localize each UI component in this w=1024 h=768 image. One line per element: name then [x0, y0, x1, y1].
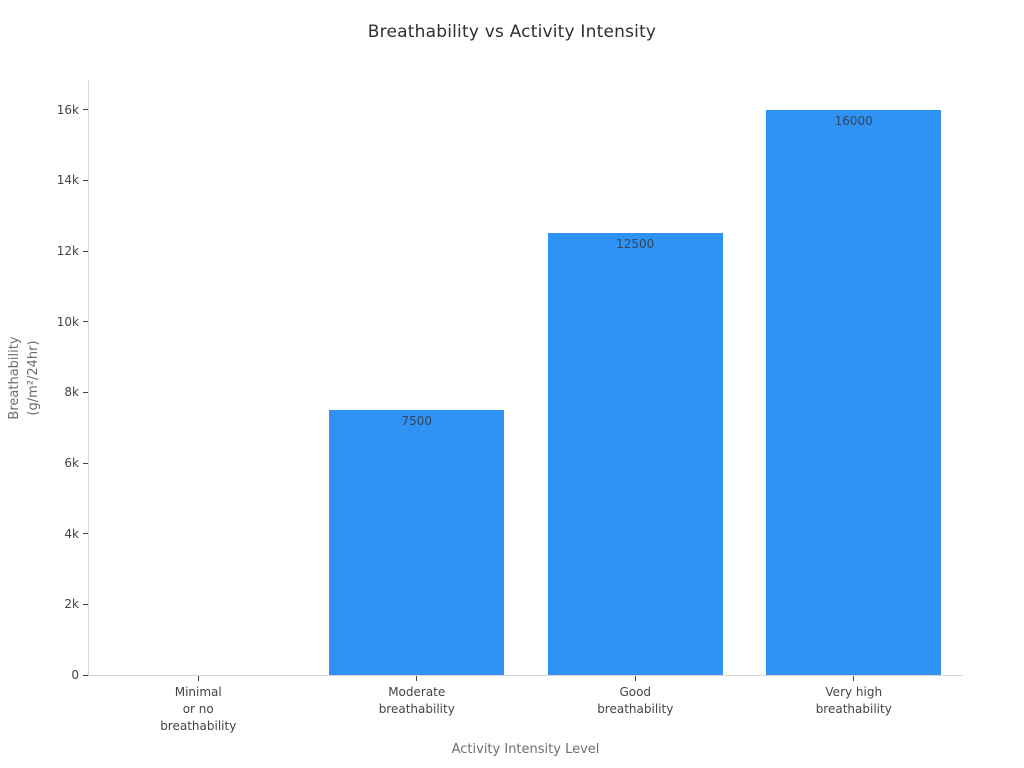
x-tick-label: Minimal or no breathability: [160, 685, 237, 733]
y-tick-mark: [83, 603, 88, 605]
x-tick-label: Good breathability: [597, 685, 674, 716]
x-tick-mark: [416, 676, 418, 681]
x-axis-title: Activity Intensity Level: [451, 742, 600, 757]
y-tick-label: 12k: [56, 244, 79, 259]
bar-value-label: 7500: [401, 414, 433, 429]
x-tick-mark: [197, 676, 199, 681]
bar-value-label: 16000: [834, 113, 873, 128]
y-tick-mark: [83, 462, 88, 464]
y-tick-mark: [83, 533, 88, 535]
y-tick-mark: [83, 321, 88, 323]
bar-2[interactable]: 12500: [547, 233, 723, 675]
chart-title: Breathability vs Activity Intensity: [367, 22, 657, 42]
bar-3[interactable]: 16000: [766, 109, 942, 675]
y-tick-label: 10k: [56, 314, 79, 329]
y-tick-mark: [83, 109, 88, 111]
y-tick-mark: [83, 674, 88, 676]
y-tick-label: 2k: [64, 597, 79, 612]
y-tick-label: 6k: [64, 456, 79, 471]
y-tick-label: 8k: [64, 385, 79, 400]
x-tick-label: Very high breathability: [815, 685, 892, 716]
x-tick-mark: [634, 676, 636, 681]
y-tick-label: 14k: [56, 173, 79, 188]
y-tick-mark: [83, 391, 88, 393]
y-tick-mark: [83, 250, 88, 252]
bar-value-label: 12500: [616, 237, 655, 252]
y-axis-title-line2: (g/m²/24hr): [26, 340, 41, 416]
y-tick-mark: [83, 179, 88, 181]
x-tick-mark: [853, 676, 855, 681]
x-tick-label: Moderate breathability: [378, 685, 455, 716]
y-axis-title: Breathability (g/m²/24hr): [5, 336, 43, 419]
y-tick-label: 16k: [56, 102, 79, 117]
bar-1[interactable]: 7500: [329, 410, 505, 675]
y-axis-title-line1: Breathability: [7, 336, 22, 420]
y-tick-label: 0: [71, 668, 79, 682]
plot-area: 0 2k 4k 6k 8k 10k 12k 14k 16k Minimal or no breat…: [57, 80, 963, 733]
y-tick-label: 4k: [64, 526, 79, 541]
